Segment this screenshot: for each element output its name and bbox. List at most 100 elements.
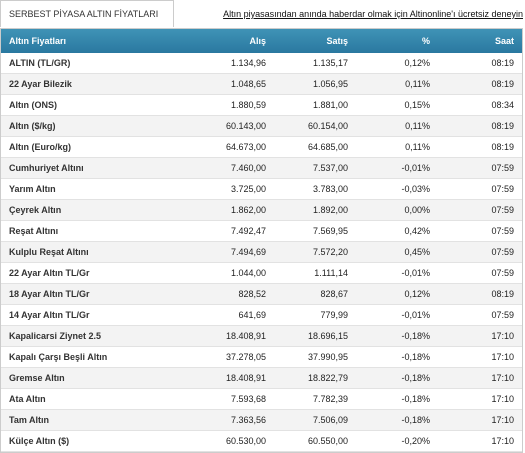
buy-cell: 64.673,00 bbox=[225, 142, 266, 152]
name-cell: Kulplu Reşat Altını bbox=[9, 247, 89, 257]
name-cell: Ata Altın bbox=[9, 394, 46, 404]
table-row: Gremse Altın 18.408,91 18.822,79 -0,18% 17:1… bbox=[1, 368, 522, 389]
promo-link[interactable]: Altın piyasasından anında haberdar olmak… bbox=[223, 9, 523, 19]
sell-cell: 1.881,00 bbox=[312, 100, 348, 110]
buy-cell: 37.278,05 bbox=[225, 352, 266, 362]
sell-cell: 37.990,95 bbox=[307, 352, 348, 362]
sell-cell: 1.111,14 bbox=[314, 268, 348, 278]
change-cell: -0,18% bbox=[401, 373, 430, 383]
change-cell: -0,18% bbox=[401, 394, 430, 404]
change-cell: -0,01% bbox=[401, 310, 430, 320]
table-row: 22 Ayar Bilezik 1.048,65 1.056,95 0,11% 08:1… bbox=[1, 74, 522, 95]
buy-cell: 1.048,65 bbox=[230, 79, 266, 89]
change-cell: 0,12% bbox=[404, 289, 430, 299]
time-cell: 08:34 bbox=[491, 100, 514, 110]
time-cell: 17:10 bbox=[491, 331, 514, 341]
change-cell: -0,01% bbox=[401, 163, 430, 173]
time-cell: 07:59 bbox=[491, 205, 514, 215]
name-cell: 14 Ayar Altın TL/Gr bbox=[9, 310, 90, 320]
time-cell: 08:19 bbox=[491, 121, 514, 131]
name-cell: Tam Altın bbox=[9, 415, 49, 425]
sell-cell: 1.056,95 bbox=[312, 79, 348, 89]
name-cell: Gremse Altın bbox=[9, 373, 65, 383]
name-cell: Cumhuriyet Altını bbox=[9, 163, 84, 173]
buy-cell: 60.143,00 bbox=[225, 121, 266, 131]
time-cell: 17:10 bbox=[491, 373, 514, 383]
time-cell: 07:59 bbox=[491, 247, 514, 257]
sell-cell: 60.154,00 bbox=[307, 121, 348, 131]
buy-cell: 1.044,00 bbox=[230, 268, 266, 278]
buy-cell: 7.460,00 bbox=[230, 163, 266, 173]
table-row: Külçe Altın ($) 60.530,00 60.550,00 -0,20% 1… bbox=[1, 431, 522, 452]
name-cell: Kapalı Çarşı Beşli Altın bbox=[9, 352, 108, 362]
table-row: Tam Altın 7.363,56 7.506,09 -0,18% 17:10 bbox=[1, 410, 522, 431]
column-header: Saat bbox=[494, 36, 514, 46]
buy-cell: 7.492,47 bbox=[230, 226, 266, 236]
change-cell: 0,11% bbox=[405, 142, 430, 152]
change-cell: 0,12% bbox=[404, 58, 430, 68]
time-cell: 08:19 bbox=[491, 142, 514, 152]
time-cell: 17:10 bbox=[491, 394, 514, 404]
buy-cell: 7.363,56 bbox=[230, 415, 266, 425]
table-row: 14 Ayar Altın TL/Gr 641,69 779,99 -0,01% 07:… bbox=[1, 305, 522, 326]
table-row: Cumhuriyet Altını 7.460,00 7.537,00 -0,01% 0… bbox=[1, 158, 522, 179]
tab[interactable]: SERBEST PİYASA ALTIN FİYATLARI bbox=[0, 0, 174, 27]
sell-cell: 7.537,00 bbox=[312, 163, 348, 173]
sell-cell: 1.892,00 bbox=[312, 205, 348, 215]
change-cell: 0,45% bbox=[404, 247, 430, 257]
change-cell: 0,42% bbox=[404, 226, 430, 236]
sell-cell: 7.572,20 bbox=[312, 247, 348, 257]
time-cell: 07:59 bbox=[491, 163, 514, 173]
table-row: Altın (Euro/kg) 64.673,00 64.685,00 0,11% 08… bbox=[1, 137, 522, 158]
table-row: Ata Altın 7.593,68 7.782,39 -0,18% 17:10 bbox=[1, 389, 522, 410]
table-row: ALTIN (TL/GR) 1.134,96 1.135,17 0,12% 08:19 bbox=[1, 53, 522, 74]
name-cell: 18 Ayar Altın TL/Gr bbox=[9, 289, 90, 299]
change-cell: 0,00% bbox=[404, 205, 430, 215]
name-cell: Kapalicarsi Ziynet 2.5 bbox=[9, 331, 102, 341]
time-cell: 07:59 bbox=[491, 268, 514, 278]
sell-cell: 18.696,15 bbox=[307, 331, 348, 341]
name-cell: 22 Ayar Bilezik bbox=[9, 79, 72, 89]
sell-cell: 7.506,09 bbox=[312, 415, 348, 425]
sell-cell: 18.822,79 bbox=[307, 373, 348, 383]
change-cell: -0,18% bbox=[401, 415, 430, 425]
sell-cell: 828,67 bbox=[320, 289, 348, 299]
time-cell: 08:19 bbox=[491, 58, 514, 68]
price-table: Altın Fiyatları Alış Satış% Saat ALTIN (TL/G… bbox=[0, 28, 523, 453]
name-cell: 22 Ayar Altın TL/Gr bbox=[9, 268, 90, 278]
name-cell: Altın ($/kg) bbox=[9, 121, 56, 131]
buy-cell: 3.725,00 bbox=[230, 184, 266, 194]
header-row: Altın Fiyatları Alış Satış% Saat bbox=[1, 29, 522, 53]
time-cell: 17:10 bbox=[491, 436, 514, 446]
buy-cell: 7.494,69 bbox=[230, 247, 266, 257]
name-cell: Altın (ONS) bbox=[9, 100, 57, 110]
table-row: Çeyrek Altın 1.862,00 1.892,00 0,00% 07:59 bbox=[1, 200, 522, 221]
name-cell: Altın (Euro/kg) bbox=[9, 142, 71, 152]
time-cell: 08:19 bbox=[491, 79, 514, 89]
change-cell: -0,18% bbox=[401, 331, 430, 341]
sell-cell: 3.783,00 bbox=[312, 184, 348, 194]
table-row: 22 Ayar Altın TL/Gr 1.044,00 1.111,14 -0,01… bbox=[1, 263, 522, 284]
change-cell: 0,15% bbox=[404, 100, 430, 110]
table-row: Kapalicarsi Ziynet 2.5 18.408,91 18.696,15… bbox=[1, 326, 522, 347]
change-cell: 0,11% bbox=[405, 121, 430, 131]
change-cell: 0,11% bbox=[405, 79, 430, 89]
name-cell: Külçe Altın ($) bbox=[9, 436, 70, 446]
sell-cell: 779,99 bbox=[320, 310, 348, 320]
sell-cell: 60.550,00 bbox=[307, 436, 348, 446]
table-row: Altın ($/kg) 60.143,00 60.154,00 0,11% 08:19 bbox=[1, 116, 522, 137]
change-cell: -0,01% bbox=[401, 268, 430, 278]
column-header: Altın Fiyatları bbox=[9, 36, 67, 46]
time-cell: 08:19 bbox=[491, 289, 514, 299]
buy-cell: 641,69 bbox=[238, 310, 266, 320]
time-cell: 07:59 bbox=[491, 184, 514, 194]
buy-cell: 1.862,00 bbox=[230, 205, 266, 215]
column-header: Satış bbox=[326, 36, 348, 46]
table-row: Reşat Altını 7.492,47 7.569,95 0,42% 07:59 bbox=[1, 221, 522, 242]
column-header: % bbox=[421, 36, 430, 46]
sell-cell: 7.569,95 bbox=[312, 226, 348, 236]
sell-cell: 64.685,00 bbox=[307, 142, 348, 152]
buy-cell: 1.134,96 bbox=[230, 58, 266, 68]
buy-cell: 7.593,68 bbox=[230, 394, 266, 404]
